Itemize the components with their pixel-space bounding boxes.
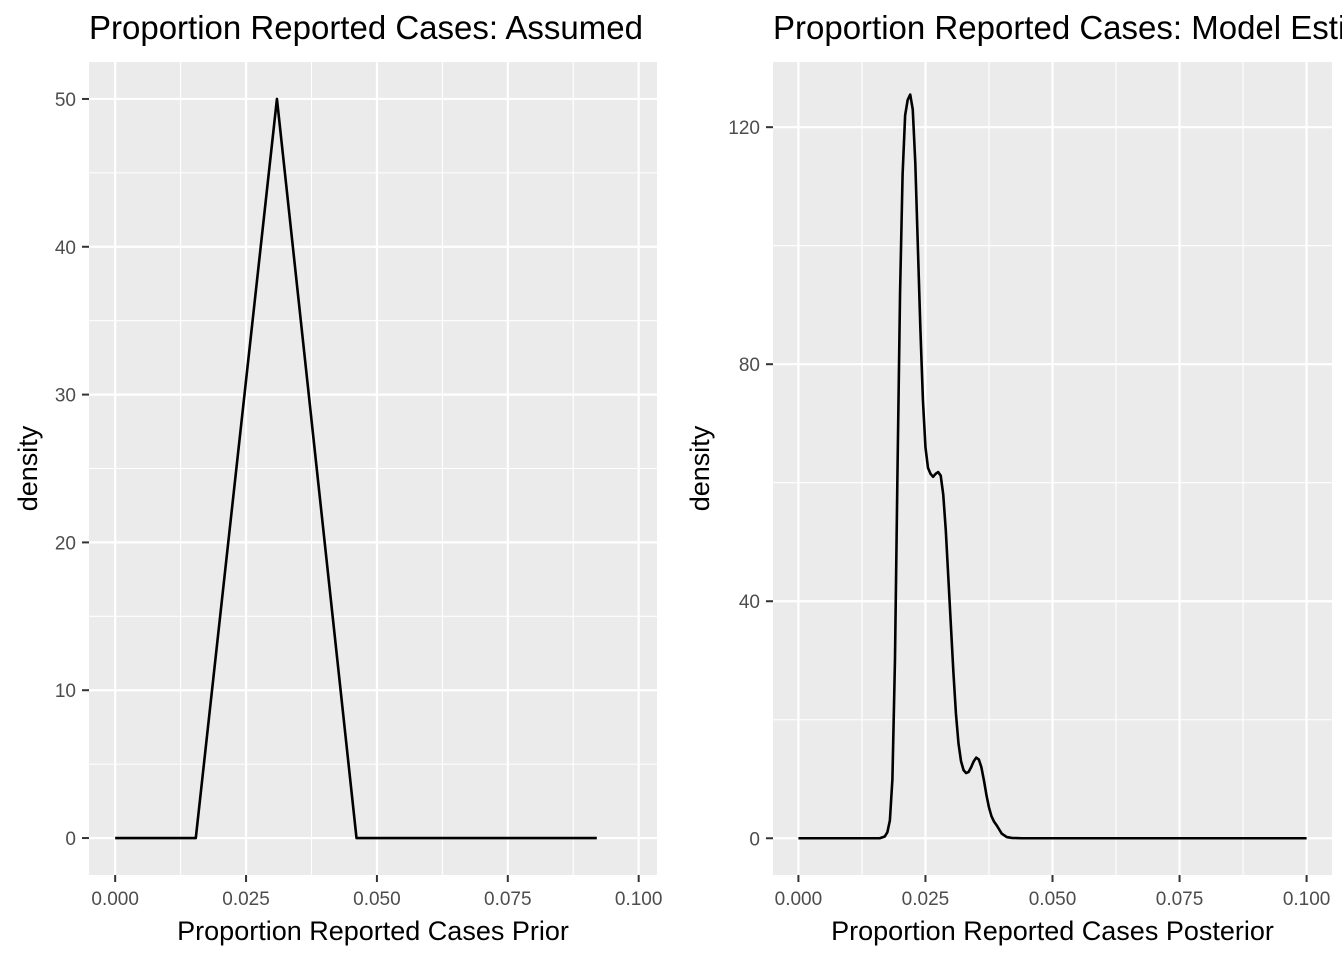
x-tick-label: 0.050 (1029, 889, 1077, 910)
x-tick-label: 0.100 (1283, 889, 1331, 910)
right-panel: 0.000 0.025 0.050 0.075 0.100 0 40 80 120 Proport… (685, 9, 1344, 946)
chart-title: Proportion Reported Cases: Assumed (89, 9, 643, 46)
density-curve (798, 93, 1307, 840)
x-tick-label: 0.075 (484, 889, 532, 910)
x-axis-title: Proportion Reported Cases Prior (177, 916, 569, 946)
y-tick-label: 30 (55, 386, 76, 407)
y-tick-label: 40 (739, 592, 760, 613)
y-axis-title: density (685, 425, 715, 511)
y-tick-label: 50 (55, 90, 76, 111)
x-tick-label: 0.000 (91, 889, 139, 910)
y-tick-label: 120 (728, 118, 760, 139)
x-tick-label: 0.050 (353, 889, 401, 910)
y-tick-label: 0 (749, 829, 760, 850)
x-tick-label: 0.100 (615, 889, 663, 910)
x-tick-label: 0.025 (222, 889, 270, 910)
x-tick-label: 0.025 (902, 889, 950, 910)
density-curve (115, 97, 597, 840)
y-tick-label: 0 (65, 829, 76, 850)
x-tick-label: 0.000 (775, 889, 823, 910)
x-axis-title: Proportion Reported Cases Posterior (831, 916, 1274, 946)
y-tick-label: 10 (55, 681, 76, 702)
chart-title: Proportion Reported Cases: Model Estimat… (773, 9, 1344, 46)
left-panel: 0.000 0.025 0.050 0.075 0.100 0 10 20 30 40 50 Prop… (13, 9, 662, 946)
y-tick-label: 80 (739, 355, 760, 376)
y-tick-label: 20 (55, 533, 76, 554)
x-tick-label: 0.075 (1156, 889, 1204, 910)
y-axis-title: density (13, 425, 43, 511)
y-tick-label: 40 (55, 238, 76, 259)
